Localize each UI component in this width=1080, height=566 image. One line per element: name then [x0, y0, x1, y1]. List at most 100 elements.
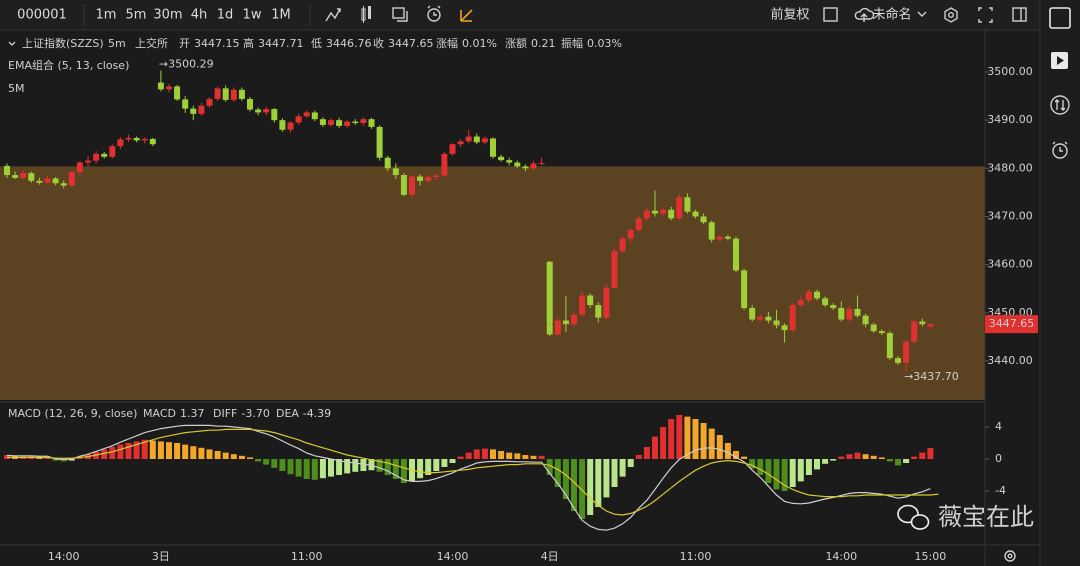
quote-value: 3447.71: [258, 37, 304, 50]
macd-bar: [911, 456, 918, 459]
macd-bar: [530, 455, 537, 459]
candle-body: [157, 82, 164, 90]
layout-name[interactable]: 未命名: [872, 7, 911, 23]
y-tick-label: 3480.00: [987, 161, 1033, 174]
macd-bar: [603, 459, 610, 498]
macd-bar: [465, 452, 472, 459]
watermark-text: 薇宝在此: [938, 503, 1034, 531]
candle-body: [660, 209, 667, 214]
interval-button[interactable]: 1d: [217, 8, 234, 23]
macd-bar: [222, 452, 229, 459]
compare-button[interactable]: [392, 7, 408, 22]
trade-button[interactable]: [1050, 95, 1070, 115]
candle-body: [862, 315, 869, 325]
candle-body: [12, 175, 19, 178]
chart-type-button[interactable]: [361, 6, 371, 23]
macd-bar: [895, 459, 901, 466]
settings-button[interactable]: [944, 7, 958, 23]
candle-body: [441, 153, 448, 176]
high-annotation: →3500.29: [159, 58, 214, 71]
expand-button[interactable]: [978, 7, 993, 23]
candle-body: [76, 162, 83, 173]
legend-name: MACD: [143, 407, 176, 420]
macd-bar: [903, 459, 910, 463]
quote-label: 振幅: [561, 36, 583, 50]
interval-button[interactable]: 1w: [243, 8, 262, 23]
watchlist-button[interactable]: [1049, 7, 1071, 29]
macd-bar: [52, 459, 59, 461]
candle-body: [425, 176, 432, 181]
layout-save-button[interactable]: [854, 7, 875, 22]
candle-body: [287, 122, 294, 130]
candle-body: [878, 331, 885, 334]
candle-body: [571, 314, 577, 325]
x-tick-label: 15:00: [915, 550, 947, 563]
interval-button[interactable]: 30m: [153, 8, 182, 23]
candle-body: [805, 291, 812, 301]
indicator-button[interactable]: [325, 8, 341, 22]
fullscreen-box-button[interactable]: [823, 7, 838, 22]
legend-collapse[interactable]: [8, 41, 16, 46]
macd-bar: [741, 456, 748, 459]
candle-body: [60, 183, 67, 186]
macd-bar: [676, 415, 683, 459]
interval-button[interactable]: 1m: [96, 8, 117, 23]
candle-body: [336, 120, 343, 126]
candle-body: [895, 358, 901, 363]
symbol-input[interactable]: 000001: [17, 8, 67, 23]
macd-bar: [141, 439, 148, 459]
candle-body: [303, 112, 310, 117]
candle-body: [166, 86, 172, 90]
macd-bar: [587, 459, 594, 515]
panel-toggle[interactable]: [1012, 7, 1027, 22]
y-tick-label: 3470.00: [987, 209, 1033, 222]
interval-button[interactable]: 1M: [271, 8, 291, 23]
macd-bar: [927, 448, 934, 459]
macd-bar: [400, 459, 407, 483]
alert-button[interactable]: [427, 5, 441, 22]
quote-item: 低 3446.76: [311, 37, 372, 50]
y-tick-label: 0: [995, 452, 1002, 465]
interval-button[interactable]: 4h: [191, 8, 208, 23]
macd-bar: [360, 459, 367, 471]
candle-body: [4, 165, 10, 176]
candle-body: [206, 98, 213, 106]
candle-body: [643, 210, 650, 219]
quote-item: 高 3447.71: [243, 36, 304, 50]
layout-dropdown[interactable]: [917, 11, 927, 17]
quote-label: 收: [373, 36, 384, 50]
macd-bar: [344, 459, 351, 474]
axis-settings-button[interactable]: [1004, 550, 1016, 562]
interval-button[interactable]: 5m: [126, 8, 147, 23]
macd-bar: [724, 443, 731, 459]
candle-body: [700, 216, 707, 223]
candle-body: [692, 211, 699, 217]
candle-body: [773, 320, 780, 326]
macd-bar: [263, 459, 270, 465]
macd-bar: [708, 428, 715, 459]
macd-bar: [854, 452, 861, 459]
candle-body: [433, 175, 440, 177]
macd-bar: [805, 459, 812, 475]
macd-bar: [514, 453, 521, 459]
macd-title: MACD (12, 26, 9, close): [8, 407, 137, 420]
macd-bar: [368, 459, 375, 471]
candle-body: [109, 146, 116, 157]
macd-bar: [522, 455, 529, 459]
candle-body: [295, 116, 302, 123]
candle-body: [546, 261, 553, 335]
drawing-button[interactable]: [460, 9, 473, 22]
candle-body: [911, 321, 918, 342]
candle-body: [263, 109, 270, 113]
candle-body: [668, 209, 675, 219]
legend-name: DEA: [276, 407, 299, 420]
low-annotation: →3437.70: [904, 370, 959, 383]
exchange-label: 上交所: [135, 36, 168, 50]
macd-bar: [595, 459, 602, 507]
replay-button[interactable]: [1051, 52, 1068, 69]
macd-bar: [392, 459, 399, 479]
adjust-button[interactable]: 前复权: [770, 7, 809, 23]
alarm-button[interactable]: [1052, 141, 1068, 159]
macd-bar: [303, 459, 310, 479]
